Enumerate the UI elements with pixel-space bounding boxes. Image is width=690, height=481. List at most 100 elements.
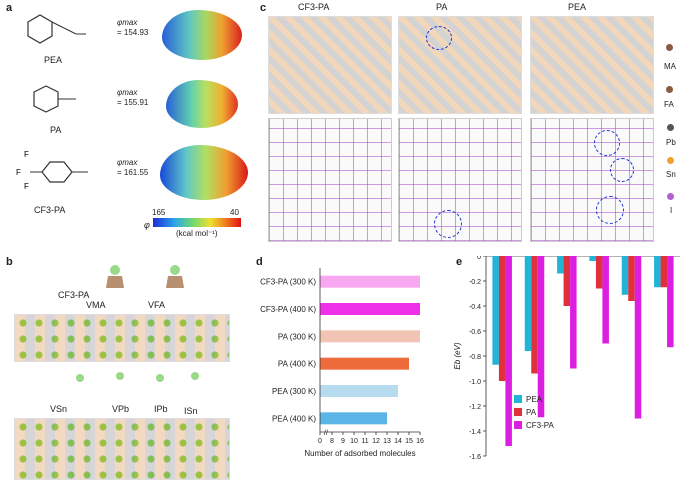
cf3-pa-esp-map: [160, 145, 248, 200]
x-tick-label: 15: [405, 438, 413, 445]
y-tick-label: -0.6: [469, 329, 481, 336]
panel-b: b CF3-PA VMA VFA VSn VPb IPb ISn: [0, 256, 230, 481]
colorbar-max: 40: [230, 208, 239, 217]
highlight-circle: [596, 196, 624, 224]
highlight-circle: [434, 210, 462, 238]
x-tick-label: 11: [361, 438, 368, 445]
perovskite-slab-top: [14, 314, 230, 362]
bar: [563, 256, 571, 306]
category-label: PA (400 K): [278, 360, 316, 369]
x-tick-label: 13: [383, 438, 391, 445]
y-tick-label: -0.8: [469, 354, 481, 361]
x-tick-label: 10: [350, 438, 358, 445]
bar: [320, 330, 420, 343]
panel-b-title: CF3-PA: [58, 290, 90, 300]
bar: [505, 256, 512, 446]
y-tick-label: 0: [477, 256, 481, 261]
molecule-row-icon: [76, 372, 199, 382]
x-tick-label: 9: [341, 438, 345, 445]
panel-c: c CF3-PA PA PEA MA FA Pb Sn I: [258, 0, 690, 250]
bar: [492, 256, 499, 365]
y-tick-label: -1.2: [469, 404, 481, 411]
bar: [634, 256, 642, 419]
column-title-pa: PA: [436, 2, 448, 12]
vacancy-vfa: VFA: [148, 300, 166, 310]
category-label: PA (300 K): [278, 332, 316, 341]
legend-label: PA: [526, 408, 537, 417]
x-axis-title: Number of adsorbed molecules: [304, 449, 415, 458]
panel-e: e 0 -0.2 -0.4 -0.6 -0.8 -1.0 -1.2 -1.4 -1.6 Eb (e…: [452, 256, 690, 481]
panel-a-label: a: [6, 2, 13, 14]
ma-legend-icon: [666, 44, 673, 51]
top-view-cf3-pa: [268, 118, 392, 242]
legend-label-pb: Pb: [666, 138, 676, 147]
pa-phi-value: = 155.91: [117, 98, 149, 107]
panel-c-label: c: [260, 2, 267, 14]
category-label: PEA (400 K): [272, 414, 316, 423]
bar: [557, 256, 564, 274]
category-label: PEA (300 K): [272, 387, 316, 396]
colorbar-unit: (kcal mol⁻¹): [176, 229, 218, 238]
y-tick-label: -1.6: [469, 454, 481, 461]
highlight-circle: [610, 158, 634, 182]
pea-structure-icon: [27, 14, 86, 44]
pea-esp-map: [162, 10, 242, 60]
cf3-pa-name: CF3-PA: [34, 205, 66, 215]
pa-phi-label: φmax: [117, 88, 138, 97]
side-view-cf3-pa: [268, 16, 392, 114]
legend-label-fa: FA: [664, 100, 674, 109]
y-axis-title: Eb (eV): [453, 342, 462, 369]
vacancy-ipb: IPb: [154, 404, 168, 414]
pa-structure-icon: [33, 85, 76, 113]
y-tick-label: -0.4: [469, 304, 481, 311]
pea-name: PEA: [44, 55, 63, 65]
i-legend-icon: [667, 193, 674, 200]
cf3-pa-phi-value: = 161.55: [117, 168, 149, 177]
cf3-pa-structure-icon: F F F: [16, 150, 88, 191]
highlight-circle: [426, 26, 452, 50]
legend-swatch: [514, 408, 522, 416]
svg-text:F: F: [24, 182, 29, 191]
bar: [595, 256, 603, 289]
side-view-pa: [398, 16, 522, 114]
x-tick-label: 0: [318, 438, 322, 445]
colorbar-min: 165: [152, 208, 166, 217]
bar: [498, 256, 506, 381]
cf3-pa-molecule-icon-2: [166, 265, 184, 288]
bar: [628, 256, 635, 301]
x-tick-label: 14: [394, 438, 402, 445]
vacancy-isn: ISn: [184, 406, 198, 416]
highlight-circle: [594, 130, 620, 156]
bar: [621, 256, 629, 295]
bar: [654, 256, 661, 288]
cf3-pa-molecule-icon: [106, 265, 124, 288]
panel-a: a PEA φmax = 154.93 PA φmax = 155.91 F F…: [0, 0, 255, 240]
bar: [524, 256, 532, 351]
y-tick-label: -1.0: [469, 379, 481, 386]
pea-phi-value: = 154.93: [117, 28, 149, 37]
bar: [531, 256, 538, 374]
y-tick-label: -0.2: [469, 279, 481, 286]
x-tick-label: 16: [416, 438, 424, 445]
fa-legend-icon: [666, 86, 673, 93]
legend-label-i: I: [670, 206, 673, 215]
bar: [589, 256, 596, 261]
bar: [320, 357, 409, 370]
bar: [320, 412, 387, 425]
svg-text:F: F: [16, 168, 21, 177]
perovskite-slab-bottom: [14, 418, 230, 480]
legend-label: CF3-PA: [526, 421, 555, 430]
vacancy-vpb: VPb: [112, 404, 130, 414]
chart-d: CF3-PA (300 K) CF3-PA (400 K) PA (300 K) PA…: [260, 268, 424, 458]
svg-text:F: F: [24, 150, 29, 159]
pa-name: PA: [50, 125, 62, 135]
side-view-pea: [530, 16, 654, 114]
column-title-pea: PEA: [568, 2, 587, 12]
panel-b-label: b: [6, 256, 13, 268]
category-label: CF3-PA (300 K): [260, 278, 316, 287]
sn-legend-icon: [667, 157, 674, 164]
legend-swatch: [514, 421, 522, 429]
pea-phi-label: φmax: [117, 18, 138, 27]
legend-swatch: [514, 395, 522, 403]
bar: [570, 256, 577, 369]
